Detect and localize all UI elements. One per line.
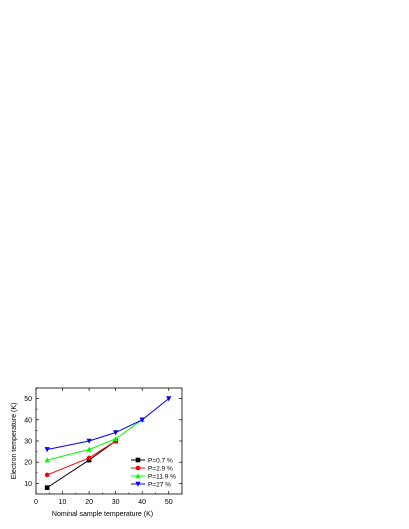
x-tick-label: 0	[34, 499, 38, 506]
legend-marker	[135, 473, 141, 479]
y-tick-label: 10	[24, 481, 32, 488]
y-axis-label: Electron temperature (K)	[11, 403, 18, 480]
data-point	[86, 438, 92, 444]
data-point	[86, 455, 92, 461]
x-tick-label: 20	[85, 499, 93, 506]
y-tick-label: 20	[24, 460, 32, 467]
y-tick-label: 30	[24, 439, 32, 446]
legend-label: P=2.9 %	[148, 466, 173, 473]
data-point	[44, 457, 50, 463]
data-point	[44, 485, 50, 490]
data-point	[86, 446, 92, 452]
y-tick-label: 50	[24, 396, 32, 403]
legend-entry: P=11.9 %	[131, 473, 176, 481]
legend-entry: P=27 %	[131, 482, 171, 489]
series-line	[47, 419, 143, 461]
series-3	[44, 396, 172, 453]
x-tick-label: 40	[138, 499, 146, 506]
x-tick-label: 50	[165, 499, 173, 506]
x-tick-label: 10	[59, 499, 67, 506]
x-axis-label: Nominal sample temperature (K)	[52, 511, 153, 518]
data-point	[44, 447, 50, 453]
legend-label: P=11.9 %	[148, 474, 176, 481]
legend-marker	[135, 481, 141, 487]
data-point	[113, 430, 119, 436]
data-point	[44, 472, 50, 478]
legend: P=0.7 %P=2.9 %P=11.9 %P=27 %	[131, 458, 176, 489]
legend-label: P=0.7 %	[148, 458, 173, 465]
legend-marker	[135, 457, 141, 463]
data-point	[166, 396, 172, 402]
legend-label: P=27 %	[148, 482, 171, 489]
x-tick-label: 30	[112, 499, 120, 506]
legend-entry: P=0.7 %	[131, 458, 173, 465]
axes: 0 10 20 30 40 50 10 20 30 40 50	[24, 387, 183, 506]
series-layer	[44, 396, 172, 490]
legend-entry: P=2.9 %	[131, 466, 173, 473]
y-tick-label: 40	[24, 417, 32, 424]
data-point	[113, 436, 119, 442]
legend-marker	[135, 465, 141, 471]
data-point	[139, 417, 145, 423]
